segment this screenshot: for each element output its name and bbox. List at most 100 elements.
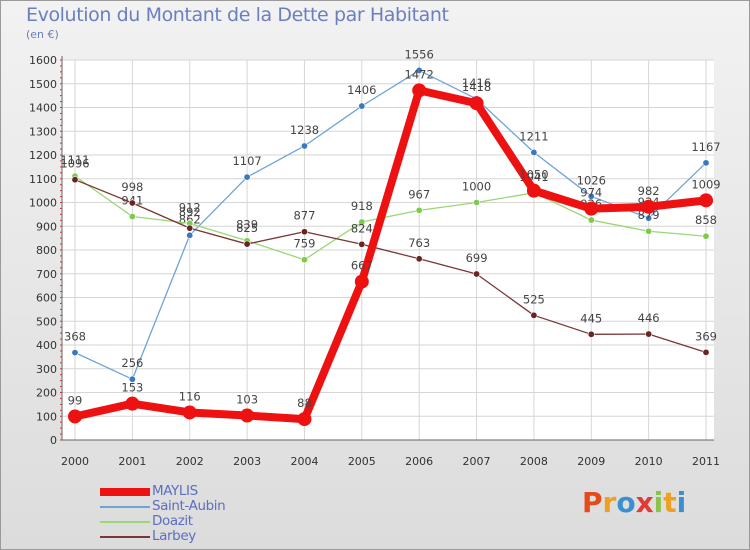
data-point xyxy=(469,96,484,111)
y-tick-label: 400 xyxy=(36,339,57,352)
legend-swatch xyxy=(100,520,150,523)
data-point xyxy=(645,227,653,235)
data-label: 1000 xyxy=(462,180,491,194)
data-point xyxy=(186,231,194,239)
legend-item: MAYLIS xyxy=(100,484,225,499)
y-tick-label: 1200 xyxy=(29,149,57,162)
data-point xyxy=(71,176,79,184)
data-point xyxy=(358,240,366,248)
data-label: 153 xyxy=(121,381,143,395)
proxiti-logo: Proxiti xyxy=(582,486,686,519)
x-tick-label: 2004 xyxy=(290,455,318,468)
chart-title: Evolution du Montant de la Dette par Hab… xyxy=(26,4,449,26)
x-tick-label: 2007 xyxy=(463,455,491,468)
data-point xyxy=(297,412,312,427)
y-tick-label: 1400 xyxy=(29,102,57,115)
y-tick-label: 1000 xyxy=(29,197,57,210)
data-label: 1211 xyxy=(519,129,548,143)
legend-item: Larbey xyxy=(100,529,225,544)
chart-subtitle: (en €) xyxy=(26,28,59,41)
data-point xyxy=(240,408,255,423)
data-point xyxy=(587,192,595,200)
x-tick-label: 2002 xyxy=(176,455,204,468)
data-point xyxy=(641,199,656,214)
data-label: 1111 xyxy=(60,153,89,167)
x-tick-label: 2000 xyxy=(61,455,89,468)
data-point xyxy=(68,409,82,424)
data-label: 824 xyxy=(351,221,373,235)
data-point xyxy=(473,199,481,207)
legend-swatch xyxy=(100,487,150,496)
data-label: 759 xyxy=(293,237,315,251)
data-label: 967 xyxy=(408,187,430,201)
data-point xyxy=(300,142,308,150)
line-chart: 0 100 200 300 400 500 600 700 800 900 1000 1100 1200… xyxy=(29,47,721,468)
data-label: 912 xyxy=(179,200,201,214)
data-point xyxy=(645,330,653,338)
data-label: 879 xyxy=(638,208,660,222)
data-point xyxy=(584,201,599,216)
y-tick-label: 100 xyxy=(36,410,57,423)
legend-label: Larbey xyxy=(152,528,196,544)
data-point xyxy=(128,375,136,383)
logo-letter: P xyxy=(582,486,603,519)
data-point xyxy=(186,224,194,232)
data-point xyxy=(243,173,251,181)
data-point xyxy=(702,232,710,240)
data-label: 445 xyxy=(580,311,602,325)
data-label: 1418 xyxy=(462,80,491,94)
data-point xyxy=(182,405,197,420)
legend-item: Saint-Aubin xyxy=(100,499,226,514)
data-label: 892 xyxy=(179,205,201,219)
data-point xyxy=(358,218,366,226)
data-point xyxy=(699,193,713,208)
data-point xyxy=(412,83,427,98)
logo-letter: i xyxy=(653,486,664,519)
data-label: 1107 xyxy=(232,154,261,168)
data-point xyxy=(415,206,423,214)
logo-letter: o xyxy=(616,486,636,519)
logo-letter: t xyxy=(663,486,677,519)
x-tick-label: 2001 xyxy=(118,455,146,468)
data-label: 256 xyxy=(121,356,143,370)
data-label: 1009 xyxy=(691,177,720,191)
y-tick-label: 800 xyxy=(36,244,57,257)
data-point xyxy=(645,214,653,222)
y-tick-label: 600 xyxy=(36,292,57,305)
data-point xyxy=(473,270,481,278)
data-label: 982 xyxy=(638,184,660,198)
legend-label: Doazit xyxy=(152,513,193,529)
data-label: 116 xyxy=(179,389,201,403)
x-tick-label: 2011 xyxy=(692,455,720,468)
x-tick-label: 2009 xyxy=(577,455,605,468)
data-point xyxy=(71,349,79,357)
data-label: 1167 xyxy=(691,140,720,154)
data-label: 1406 xyxy=(347,83,376,97)
x-tick-label: 2006 xyxy=(405,455,433,468)
y-tick-label: 0 xyxy=(50,434,57,447)
x-tick-label: 2005 xyxy=(348,455,376,468)
logo-letter: x xyxy=(635,486,654,519)
series-line-larbey xyxy=(74,179,707,354)
data-label: 699 xyxy=(466,251,488,265)
x-tick-label: 2003 xyxy=(233,455,261,468)
data-point xyxy=(530,311,538,319)
data-label: 1238 xyxy=(290,123,319,137)
data-point xyxy=(128,199,136,207)
logo-letter: i xyxy=(676,486,687,519)
data-label: 877 xyxy=(293,209,315,223)
chart-legend: MAYLIS Saint-Aubin Doazit Larbey xyxy=(100,484,226,544)
data-label: 667 xyxy=(351,259,373,273)
data-label: 998 xyxy=(121,180,143,194)
data-point xyxy=(300,256,308,264)
data-label: 839 xyxy=(236,218,258,232)
data-point xyxy=(587,216,595,224)
data-point xyxy=(587,330,595,338)
y-tick-label: 500 xyxy=(36,315,57,328)
data-label: 918 xyxy=(351,199,373,213)
y-tick-label: 1500 xyxy=(29,78,57,91)
data-label: 99 xyxy=(68,393,83,407)
data-label: 103 xyxy=(236,393,258,407)
y-tick-label: 200 xyxy=(36,387,57,400)
data-point xyxy=(415,255,423,263)
